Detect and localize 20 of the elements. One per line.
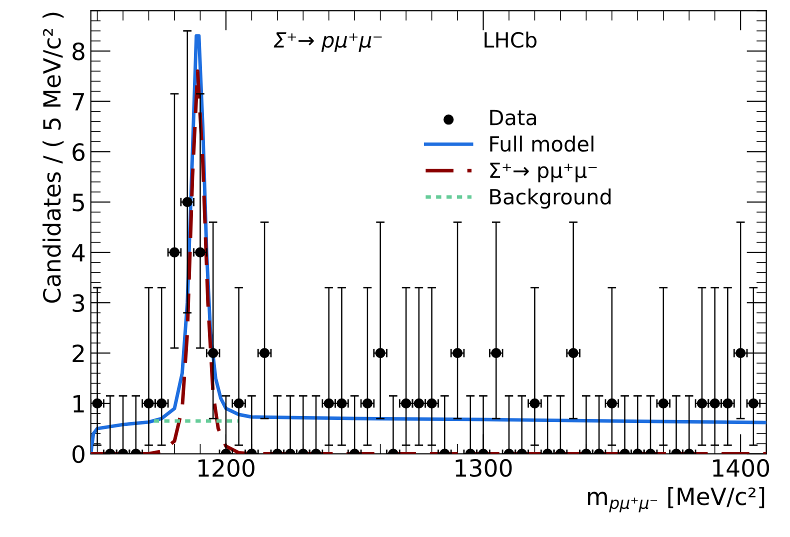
y-tick-label: 0 <box>72 445 84 464</box>
y-tick-label: 3 <box>72 294 84 312</box>
y-tick-label: 7 <box>72 93 84 110</box>
y-tick-label: 5 <box>72 194 84 212</box>
x-axis-title: m$_{pμ⁺μ⁻}$ [MeV/c²] <box>588 487 764 512</box>
legend-label: Data <box>490 110 536 126</box>
x-tick-label: 1300 <box>456 459 512 477</box>
y-tick-label: 8 <box>72 42 84 60</box>
legend-label: Background <box>490 188 611 209</box>
annotation: LHCb <box>484 32 537 48</box>
y-tick-label: 2 <box>72 344 84 362</box>
x-tick-label: 1400 <box>713 459 770 477</box>
legend-label: Full model <box>490 136 594 152</box>
x-tick-label: 1200 <box>198 459 254 477</box>
annotation: Σ⁺→ pμ⁺μ⁻ <box>274 32 382 52</box>
legend-label: Σ⁺→ pμ⁺μ⁻ <box>490 162 597 182</box>
y-tick-label: 1 <box>74 395 84 412</box>
y-tick-label: 4 <box>72 244 85 262</box>
y-axis-title: Candidates / ( 5 MeV/c² ) <box>42 12 64 303</box>
y-tick-label: 6 <box>72 143 84 162</box>
